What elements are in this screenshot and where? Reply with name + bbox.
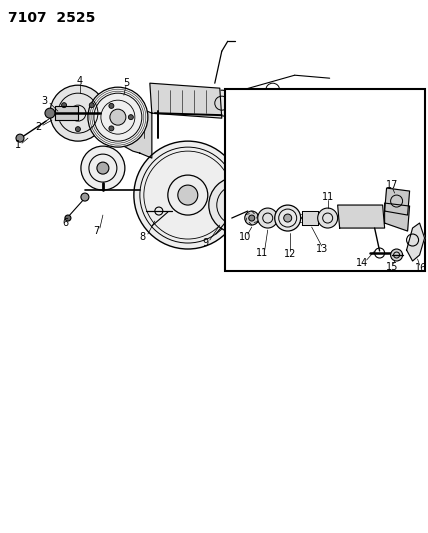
Circle shape bbox=[81, 193, 89, 201]
Circle shape bbox=[16, 134, 24, 142]
Text: 10: 10 bbox=[239, 232, 251, 242]
Circle shape bbox=[45, 108, 55, 118]
Circle shape bbox=[178, 185, 198, 205]
Polygon shape bbox=[302, 211, 318, 225]
Text: 7: 7 bbox=[93, 226, 99, 236]
Text: 11: 11 bbox=[321, 192, 334, 202]
Circle shape bbox=[89, 103, 94, 108]
Text: 16: 16 bbox=[416, 263, 428, 273]
Polygon shape bbox=[150, 83, 222, 118]
Circle shape bbox=[284, 214, 292, 222]
Polygon shape bbox=[285, 108, 418, 183]
Circle shape bbox=[88, 87, 148, 147]
Circle shape bbox=[109, 103, 114, 108]
Polygon shape bbox=[338, 205, 385, 228]
Circle shape bbox=[391, 249, 403, 261]
Circle shape bbox=[109, 126, 114, 131]
Circle shape bbox=[334, 134, 356, 156]
Circle shape bbox=[97, 162, 109, 174]
Polygon shape bbox=[407, 223, 425, 261]
Circle shape bbox=[318, 208, 338, 228]
Text: 2: 2 bbox=[35, 122, 41, 132]
Text: 3: 3 bbox=[41, 96, 47, 106]
Circle shape bbox=[81, 146, 125, 190]
Circle shape bbox=[209, 177, 265, 233]
Text: 12: 12 bbox=[283, 249, 296, 259]
Circle shape bbox=[128, 115, 134, 119]
Text: 13: 13 bbox=[315, 244, 328, 254]
Circle shape bbox=[275, 205, 301, 231]
Text: 7107  2525: 7107 2525 bbox=[8, 11, 95, 25]
Polygon shape bbox=[55, 106, 78, 120]
Text: 9: 9 bbox=[203, 238, 209, 248]
Circle shape bbox=[62, 103, 67, 108]
Circle shape bbox=[209, 90, 235, 116]
Bar bbox=[225, 89, 425, 271]
Circle shape bbox=[134, 141, 242, 249]
Text: 1: 1 bbox=[15, 140, 21, 150]
Text: 14: 14 bbox=[356, 258, 368, 268]
Circle shape bbox=[65, 215, 71, 221]
Polygon shape bbox=[385, 203, 410, 231]
Circle shape bbox=[245, 211, 259, 225]
Text: 15: 15 bbox=[386, 262, 399, 272]
Text: 4: 4 bbox=[77, 76, 83, 86]
Polygon shape bbox=[260, 96, 287, 106]
Text: 17: 17 bbox=[386, 180, 399, 190]
Polygon shape bbox=[385, 188, 410, 215]
Circle shape bbox=[229, 197, 245, 213]
Polygon shape bbox=[118, 108, 152, 158]
Circle shape bbox=[110, 109, 126, 125]
Text: 8: 8 bbox=[140, 232, 146, 242]
Circle shape bbox=[249, 215, 255, 221]
Text: 6: 6 bbox=[63, 218, 69, 228]
Text: 5: 5 bbox=[123, 78, 129, 88]
Circle shape bbox=[50, 85, 106, 141]
Circle shape bbox=[75, 127, 80, 132]
Text: 11: 11 bbox=[256, 248, 268, 258]
Circle shape bbox=[243, 105, 303, 165]
Circle shape bbox=[258, 208, 278, 228]
